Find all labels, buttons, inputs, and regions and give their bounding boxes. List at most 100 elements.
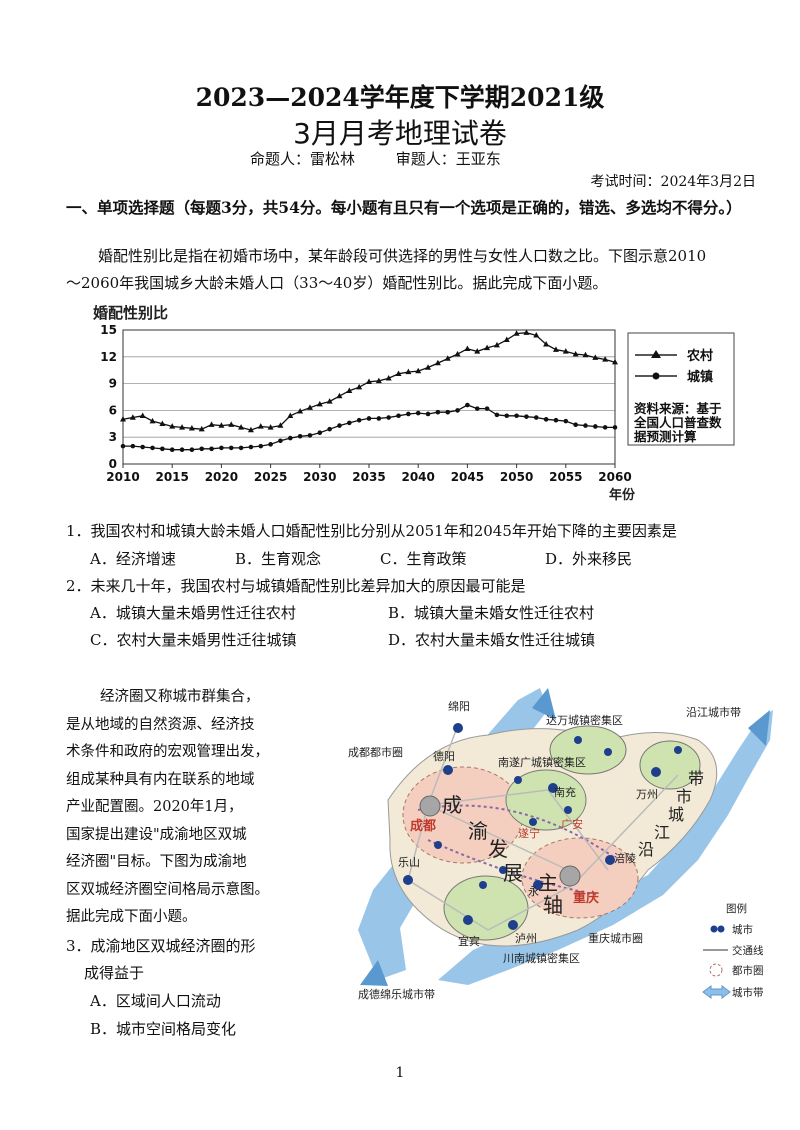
rural-point (198, 425, 205, 432)
x-tick-label: 2025 (254, 470, 287, 484)
rural-point (277, 422, 284, 428)
urban-point (563, 418, 569, 424)
q1-option-c[interactable]: C．生育政策 (380, 550, 467, 568)
label-chengdu: 成都 (410, 818, 436, 834)
question-3-stem-line2: 成得益于 (84, 964, 145, 982)
authors-line: 命题人：雷松林 审题人：王亚东 (250, 148, 537, 169)
label-fuling: 涪陵 (614, 851, 636, 865)
q1-option-a[interactable]: A．经济增速 (90, 550, 176, 568)
urban-point (248, 444, 254, 450)
label-chengdele: 成德绵乐城市带 (358, 987, 435, 1001)
urban-point (386, 415, 391, 420)
q3-option-a[interactable]: A．区域间人口流动 (90, 992, 221, 1010)
urban-point (307, 433, 313, 438)
yanjiang-characters: 沿 江 城 市 带 (638, 769, 704, 859)
rural-point (336, 392, 343, 399)
urban-point (494, 412, 500, 418)
rural-point (179, 424, 186, 430)
svg-text:带: 带 (688, 769, 704, 788)
rural-point (543, 340, 550, 347)
legend-item-urban: 城镇 (635, 369, 713, 385)
q2-option-d[interactable]: D．农村大量未婚女性迁往城镇 (388, 631, 596, 649)
question-2-options-row2: C．农村大量未婚男性迁往城镇 D．农村大量未婚女性迁往城镇 (90, 629, 770, 650)
rural-point (218, 422, 225, 428)
q1-option-b[interactable]: B．生育观念 (235, 550, 322, 568)
q2-option-a[interactable]: A．城镇大量未婚男性迁往农村 (90, 604, 296, 622)
rural-point (415, 367, 422, 374)
plot-frame (122, 329, 616, 465)
urban-point (415, 410, 421, 416)
y-tick-label: 0 (109, 457, 117, 471)
rural-point (503, 336, 510, 343)
rural-point (346, 387, 353, 393)
urban-point (612, 425, 618, 430)
axis-characters: 成 渝 发 展 主 轴 (442, 793, 563, 917)
rural-point (169, 423, 176, 429)
rural-point (572, 350, 579, 357)
rural-point (139, 412, 146, 418)
label-wanzhou: 万州 (636, 788, 658, 801)
passage-line: 据此完成下面小题。 (66, 909, 197, 925)
rural-point (484, 344, 491, 351)
q1-option-d[interactable]: D．外来移民 (545, 550, 633, 568)
rural-point (375, 377, 382, 384)
legend-item-rural: 农村 (635, 348, 713, 364)
map-legend: 图例 城市 交通线 都市圈 城市带 (702, 902, 764, 999)
svg-text:发: 发 (488, 837, 508, 861)
chart-title: 婚配性别比 (93, 304, 168, 322)
exam-title-line2: 3月月考地理试卷 (293, 117, 507, 150)
rural-point (356, 383, 363, 390)
label-deyang: 德阳 (433, 749, 455, 763)
chengyu-economic-circle-map: 绵阳 德阳 成都都市圈 南遂广城镇密集区 达万城镇密集区 沿江城市带 万州 南充… (348, 688, 773, 1001)
passage-line: 区双城经济圈空间格局示意图。 (66, 881, 269, 898)
yanjiang-cluster (639, 740, 701, 790)
urban-point (573, 422, 578, 427)
urban-point (179, 447, 185, 453)
rural-point (208, 421, 215, 427)
belt-arrow-south (360, 960, 388, 986)
urban-point (199, 446, 205, 452)
label-luzhou: 泸州 (515, 932, 537, 945)
reviewer: 审题人：王亚东 (395, 150, 501, 168)
urban-point (287, 435, 293, 441)
page-number: 1 (395, 1065, 405, 1081)
urban-point (337, 423, 342, 428)
label-leshan: 乐山 (398, 856, 420, 869)
urban-point (238, 445, 244, 451)
x-tick-label: 2015 (155, 470, 188, 484)
chengdu-city-marker (419, 795, 441, 817)
urban-point (317, 430, 323, 436)
svg-text:全国人口普查数: 全国人口普查数 (633, 415, 722, 430)
intro-line1: 婚配性别比是指在初婚市场中，某年龄段可供选择的男性与女性人口数之比。下图示意20… (98, 247, 707, 265)
development-axis (417, 804, 619, 861)
label-chuannan: 川南城镇密集区 (503, 951, 580, 965)
rural-point (425, 364, 432, 370)
urban-point (327, 426, 332, 432)
rural-point (287, 412, 294, 418)
belt-arrow-east (748, 710, 770, 746)
q2-option-b[interactable]: B．城镇大量未婚女性迁往农村 (388, 604, 595, 622)
y-tick-label: 3 (109, 430, 117, 444)
label-nanchong: 南充 (554, 785, 576, 799)
exam-title-line1: 2023—2024学年度下学期2021级 (195, 83, 605, 112)
passage-line: 国家提出建设"成渝地区双城 (66, 826, 247, 843)
urban-point (455, 408, 460, 413)
label-yibin: 宜宾 (458, 934, 480, 948)
urban-point (465, 402, 470, 408)
rural-point (434, 359, 441, 366)
rural-point (297, 407, 304, 414)
x-tick-label: 2045 (451, 470, 484, 484)
urban-point (445, 409, 451, 415)
chart-series (120, 329, 618, 453)
passage-line: 术条件和政府的宏观管理出发， (66, 744, 269, 760)
q3-option-b[interactable]: B．城市空间格局变化 (90, 1020, 237, 1038)
svg-text:轴: 轴 (543, 893, 563, 917)
q2-option-c[interactable]: C．农村大量未婚男性迁往城镇 (90, 631, 297, 649)
section-heading: 一、单项选择题（每题3分，共54分。每小题有且只有一个选项是正确的，错选、多选均… (66, 198, 742, 217)
urban-point (425, 411, 431, 417)
passage-line: 经济圈"目标。下图为成渝地 (66, 854, 247, 870)
rural-point (562, 348, 569, 354)
rural-point (238, 424, 245, 430)
question-1-options: A．经济增速 B．生育观念 C．生育政策 D．外来移民 (90, 548, 770, 569)
rural-point (444, 355, 451, 361)
